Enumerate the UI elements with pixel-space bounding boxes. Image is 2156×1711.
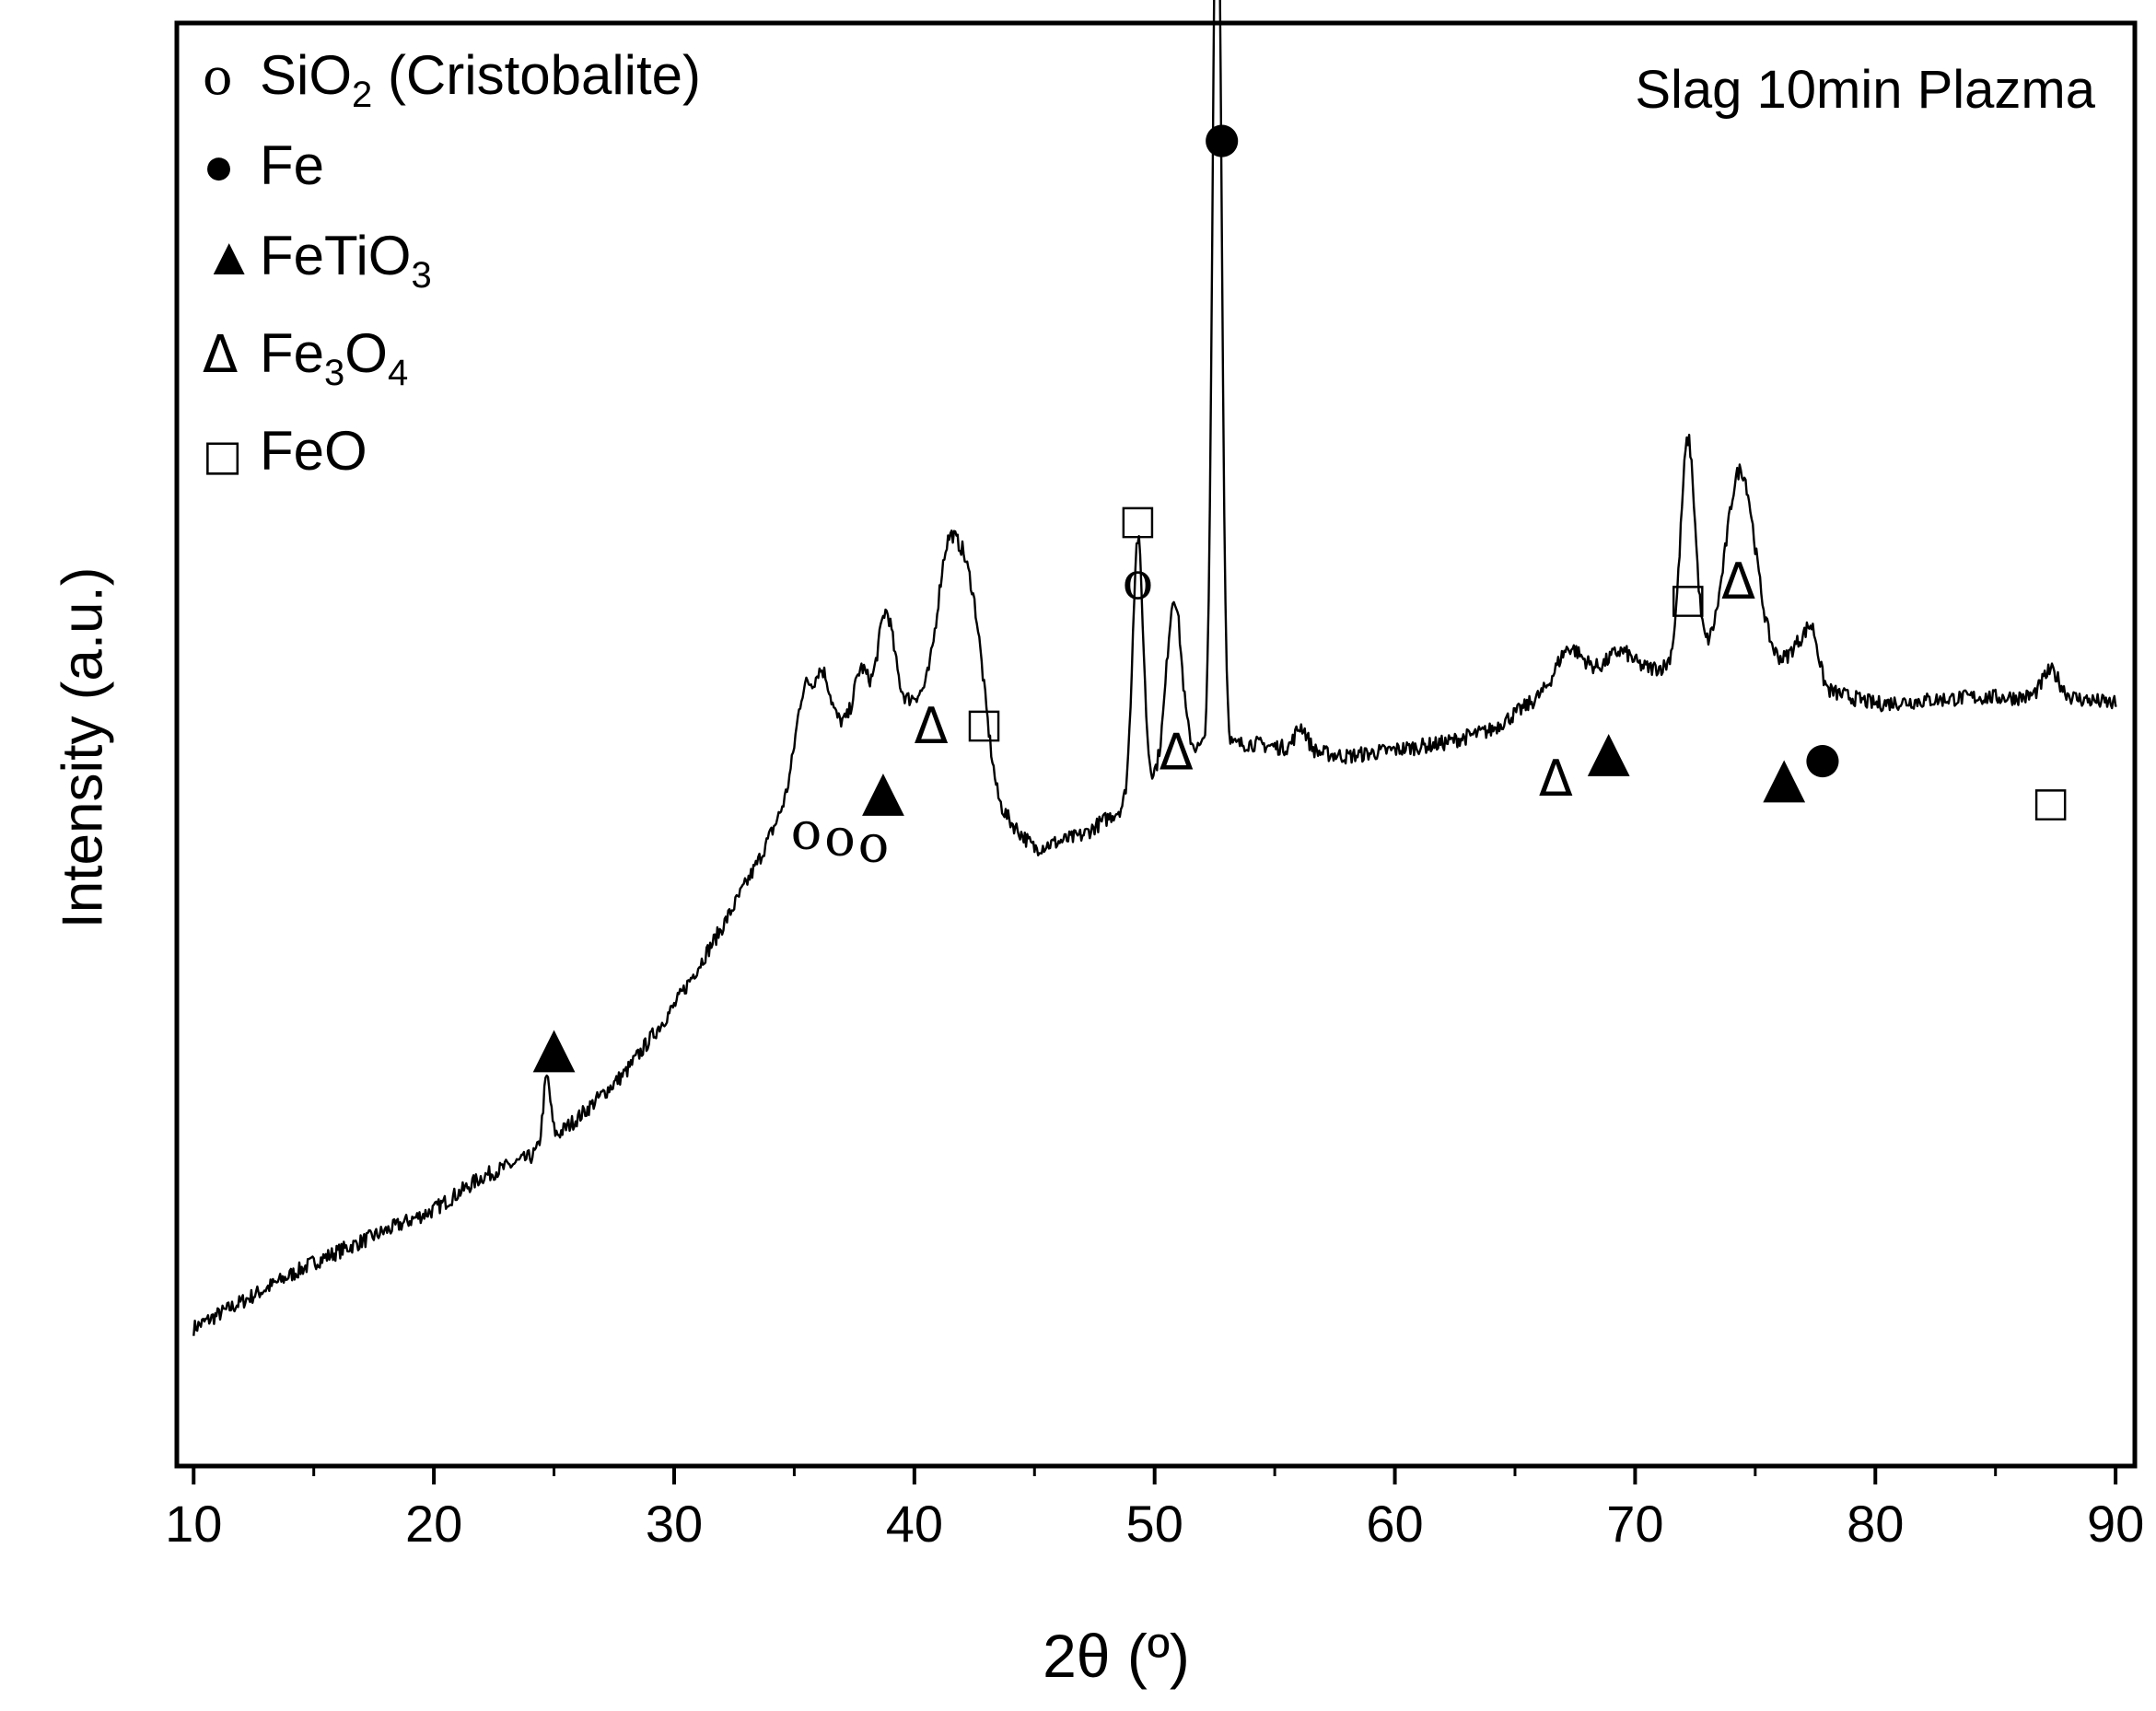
x-tick-label: 60 — [1366, 1495, 1423, 1553]
x-axis-label: 2θ (º) — [1043, 1622, 1190, 1690]
fetio3-marker-icon: ▲ — [532, 1015, 575, 1079]
legend-item-sio2: o SiO2 (Cristobalite) — [203, 48, 701, 114]
legend-formula: FeO — [260, 420, 367, 482]
fe3o4-marker-icon: Δ — [1539, 750, 1573, 808]
fe3o4-marker-icon: Δ — [1721, 553, 1755, 611]
fetio3-marker-icon: ▲ — [1763, 745, 1805, 809]
x-axis-ticks — [192, 1466, 2118, 1484]
cristobalite-symbol-icon: o — [203, 48, 233, 106]
legend-item-fe: ● Fe — [203, 138, 324, 193]
fe3o4-marker-icon: Δ — [915, 697, 949, 755]
fetio3-marker-icon: ▲ — [1588, 719, 1630, 784]
fe3o4-marker-icon: Δ — [1160, 724, 1194, 782]
feo-marker-icon: □ — [1119, 496, 1158, 543]
legend-subscript-2: 4 — [387, 353, 409, 393]
open-square-icon: □ — [203, 430, 243, 480]
fetio3-marker-icon: ▲ — [862, 759, 904, 823]
legend-subscript: 2 — [352, 75, 373, 115]
x-tick-label: 20 — [405, 1495, 462, 1553]
y-axis-label: Intensity (a.u.) — [51, 566, 115, 929]
legend-formula: FeTiO — [260, 225, 412, 286]
cristobalite-marker-icon: o — [791, 801, 822, 861]
open-triangle-icon: Δ — [203, 325, 239, 385]
feo-marker-icon: □ — [2032, 779, 2070, 826]
legend-subscript: 3 — [411, 255, 432, 296]
x-tick-label: 70 — [1606, 1495, 1663, 1553]
sample-label: Slag 10min Plazma — [1635, 60, 2095, 120]
plot-frame — [174, 20, 2138, 1469]
legend-suffix: (Cristobalite) — [372, 44, 702, 106]
feo-marker-icon: □ — [965, 700, 1004, 747]
cristobalite-marker-icon: o — [858, 815, 890, 875]
x-tick-label: 40 — [886, 1495, 943, 1553]
x-tick-label: 30 — [646, 1495, 703, 1553]
legend-subscript: 3 — [324, 353, 345, 393]
legend-item-feo: □ FeO — [203, 424, 367, 479]
filled-triangle-icon: ▲ — [203, 227, 256, 286]
x-tick-label: 10 — [165, 1495, 222, 1553]
legend-formula: SiO — [260, 44, 353, 106]
x-tick-label: 50 — [1126, 1495, 1183, 1553]
filled-circle-icon: ● — [203, 136, 236, 196]
x-axis-tick-labels: 10 20 30 40 50 60 70 80 90 — [165, 1495, 2144, 1553]
x-tick-label: 90 — [2087, 1495, 2144, 1553]
xrd-pattern-line — [192, 0, 2117, 1336]
legend-item-fetio3: ▲FeTiO3 — [203, 225, 432, 295]
peak-markers: ▲o o o▲Δ □□oΔ●Δ ▲□ Δ▲●□ — [532, 112, 2069, 1079]
legend-formula: Fe — [260, 134, 325, 196]
fe-marker-icon: ● — [1204, 112, 1241, 162]
legend-formula: Fe — [260, 322, 325, 384]
cristobalite-marker-icon: o — [824, 808, 856, 867]
legend-formula-2: O — [344, 322, 388, 384]
fe-marker-icon: ● — [1804, 733, 1841, 783]
cristobalite-marker-icon: o — [1123, 552, 1154, 611]
legend-item-fe3o4: Δ Fe3O4 — [203, 325, 408, 392]
x-tick-label: 80 — [1847, 1495, 1904, 1553]
feo-marker-icon: □ — [1669, 575, 1707, 622]
